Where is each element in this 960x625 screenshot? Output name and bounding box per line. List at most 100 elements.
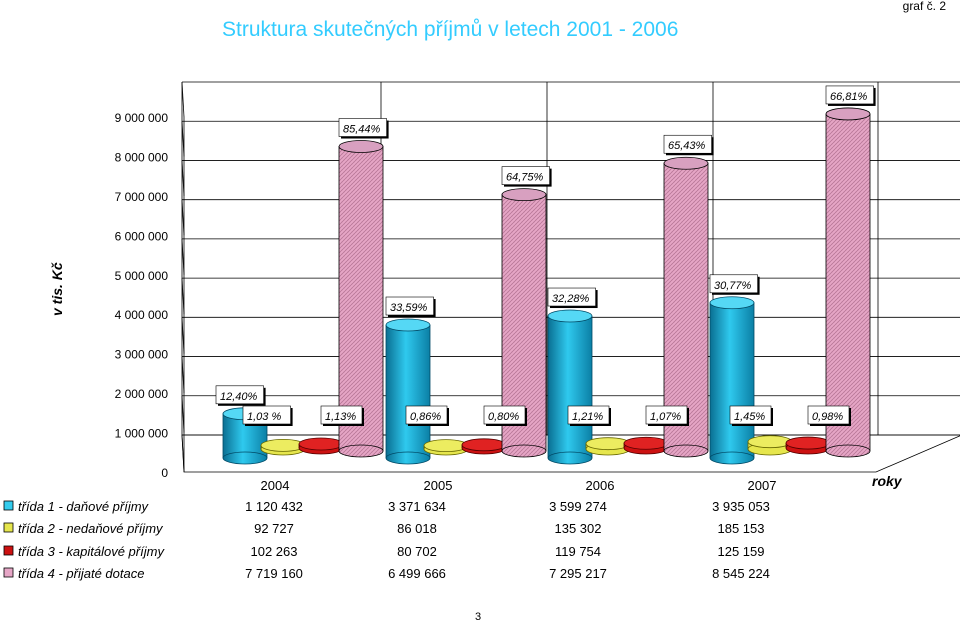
bar bbox=[709, 302, 755, 459]
bar-top bbox=[547, 309, 593, 323]
y-tick-label: 9 000 000 bbox=[115, 111, 169, 125]
data-table-cell: 80 702 bbox=[397, 544, 437, 559]
percent-label-box bbox=[501, 166, 550, 185]
bar bbox=[825, 113, 871, 452]
percent-label: 85,44% bbox=[343, 124, 381, 136]
y-tick-label: 6 000 000 bbox=[115, 229, 169, 243]
bar bbox=[547, 315, 593, 459]
x-tick-label: 2007 bbox=[748, 478, 777, 493]
x-tick-label: 2006 bbox=[586, 478, 615, 493]
bar-top bbox=[260, 438, 306, 452]
percent-label: 32,28% bbox=[552, 293, 590, 305]
percent-label: 1,13% bbox=[325, 411, 356, 423]
data-table-cell: 6 499 666 bbox=[388, 566, 446, 581]
bar-base bbox=[825, 444, 871, 458]
percent-label-box bbox=[709, 274, 758, 294]
percent-label-box bbox=[663, 134, 712, 154]
percent-label: 64,75% bbox=[506, 172, 544, 184]
y-tick-label: 4 000 000 bbox=[115, 308, 169, 322]
percent-label-box bbox=[567, 405, 610, 425]
legend-swatch bbox=[3, 522, 14, 533]
percent-label: 1,07% bbox=[650, 411, 681, 423]
percent-label: 1,45% bbox=[734, 411, 765, 423]
chart-floor bbox=[181, 434, 960, 473]
bar-base bbox=[663, 444, 709, 458]
data-table-cell: 102 263 bbox=[251, 544, 298, 559]
data-table-cell: 3 371 634 bbox=[388, 499, 446, 514]
percent-label: 65,43% bbox=[668, 140, 706, 152]
bar-base bbox=[338, 444, 384, 458]
percent-label-box bbox=[645, 405, 688, 425]
x-tick-label: 2005 bbox=[424, 478, 453, 493]
percent-label: 33,59% bbox=[390, 302, 428, 314]
percent-label-box bbox=[405, 405, 448, 425]
data-table-cell: 7 295 217 bbox=[549, 566, 607, 581]
bar-top bbox=[623, 436, 669, 450]
data-table-cell: 119 754 bbox=[555, 544, 601, 559]
bar-top bbox=[423, 439, 469, 453]
bar-top bbox=[585, 437, 631, 451]
percent-label-box bbox=[807, 405, 850, 425]
legend-entry: třída 2 - nedaňové příjmy bbox=[18, 521, 164, 536]
data-table-cell: 7 719 160 bbox=[245, 566, 303, 581]
legend-entry: třída 3 - kapitálové příjmy bbox=[18, 544, 165, 559]
bar-top bbox=[825, 107, 871, 121]
data-table-cell: 3 935 053 bbox=[712, 499, 770, 514]
data-table-cell: 185 153 bbox=[718, 521, 765, 536]
x-tick-label: 2004 bbox=[261, 478, 290, 493]
bar bbox=[663, 162, 709, 452]
percent-label: 30,77% bbox=[714, 280, 752, 292]
percent-label-box bbox=[483, 405, 526, 425]
bar-top bbox=[785, 436, 831, 450]
y-tick-label: 2 000 000 bbox=[115, 387, 169, 401]
bar bbox=[338, 146, 384, 452]
y-tick-label: 7 000 000 bbox=[115, 190, 169, 204]
percent-label-box bbox=[338, 118, 387, 137]
bar-top bbox=[747, 435, 793, 449]
percent-label-box bbox=[547, 287, 596, 307]
percent-label: 66,81% bbox=[830, 91, 868, 103]
data-table-cell: 92 727 bbox=[254, 521, 294, 536]
bar-top bbox=[338, 140, 384, 153]
percent-label: 12,40% bbox=[220, 391, 258, 403]
data-table-cell: 125 159 bbox=[718, 544, 765, 559]
legend-swatch bbox=[3, 500, 14, 511]
bar-top bbox=[385, 318, 431, 332]
data-table-cell: 3 599 274 bbox=[549, 499, 607, 514]
bar-top bbox=[298, 437, 344, 451]
bar-base bbox=[385, 451, 431, 465]
y-tick-label: 3 000 000 bbox=[115, 348, 169, 362]
bar-top bbox=[663, 156, 709, 170]
legend-swatch bbox=[3, 567, 14, 578]
percent-label-box bbox=[215, 385, 264, 405]
percent-label-box bbox=[242, 405, 291, 425]
bar-base bbox=[222, 451, 268, 465]
legend-entry: třída 4 - přijaté dotace bbox=[18, 566, 144, 581]
percent-label: 0,98% bbox=[812, 411, 843, 423]
bar bbox=[385, 324, 431, 459]
data-table-cell: 8 545 224 bbox=[712, 566, 770, 581]
chart-number-label: graf č. 2 bbox=[902, 0, 946, 13]
data-table-cell: 1 120 432 bbox=[245, 499, 303, 514]
y-tick-label: 8 000 000 bbox=[115, 150, 169, 164]
data-table-cell: 135 302 bbox=[555, 521, 602, 536]
percent-label-box bbox=[320, 405, 363, 425]
percent-label: 1,03 % bbox=[247, 411, 281, 423]
bar-top bbox=[461, 438, 507, 452]
bar-base bbox=[547, 451, 593, 465]
x-axis-label: roky bbox=[872, 473, 902, 489]
y-tick-label: 5 000 000 bbox=[115, 269, 169, 283]
data-table-cell: 86 018 bbox=[397, 521, 437, 536]
percent-label-box bbox=[825, 85, 874, 105]
percent-label-box bbox=[385, 296, 434, 316]
percent-label: 0,80% bbox=[488, 411, 519, 423]
y-tick-label: 1 000 000 bbox=[115, 427, 169, 441]
legend-swatch bbox=[3, 545, 14, 556]
bar-top bbox=[501, 188, 547, 202]
bar-base bbox=[709, 451, 755, 465]
page-number: 3 bbox=[475, 611, 482, 623]
percent-label-box bbox=[729, 405, 772, 425]
chart-title: Struktura skutečných příjmů v letech 200… bbox=[222, 18, 679, 41]
percent-label: 0,86% bbox=[410, 411, 441, 423]
